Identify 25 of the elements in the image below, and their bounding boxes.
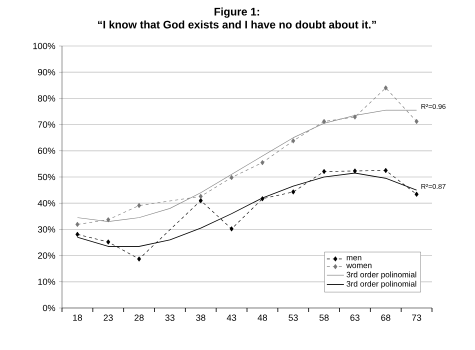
x-tick-label: 48 [258, 314, 268, 321]
y-tick-label: 0% [42, 304, 56, 312]
x-tick-label: 33 [165, 314, 175, 321]
x-tick-label: 53 [288, 314, 298, 321]
x-tick-label: 18 [73, 314, 82, 321]
y-tick-label: 10% [38, 278, 56, 285]
x-tick-label: 28 [134, 314, 144, 321]
y-tick-label: 40% [38, 200, 56, 206]
x-tick-label: 63 [350, 314, 360, 321]
x-tick-label: 43 [226, 314, 236, 321]
x-tick-label: 58 [319, 314, 329, 321]
y-tick-label: 90% [38, 69, 56, 76]
y-tick-label: 100% [33, 42, 56, 50]
chart-title: Figure 1: [214, 8, 260, 18]
y-tick-label: 80% [38, 95, 56, 102]
x-tick-label: 73 [412, 314, 422, 321]
chart-subtitle: “I know that God exists and I have no doubt about it.” [98, 20, 376, 28]
y-tick-label: 30% [38, 226, 56, 233]
y-tick-label: 70% [38, 121, 56, 128]
x-tick-label: 68 [381, 314, 390, 321]
x-tick-label: 23 [104, 314, 113, 321]
y-tick-label: 20% [38, 252, 56, 259]
x-tick-label: 38 [196, 314, 206, 321]
y-tick-label: 50% [38, 174, 56, 180]
y-tick-label: 60% [38, 148, 56, 154]
